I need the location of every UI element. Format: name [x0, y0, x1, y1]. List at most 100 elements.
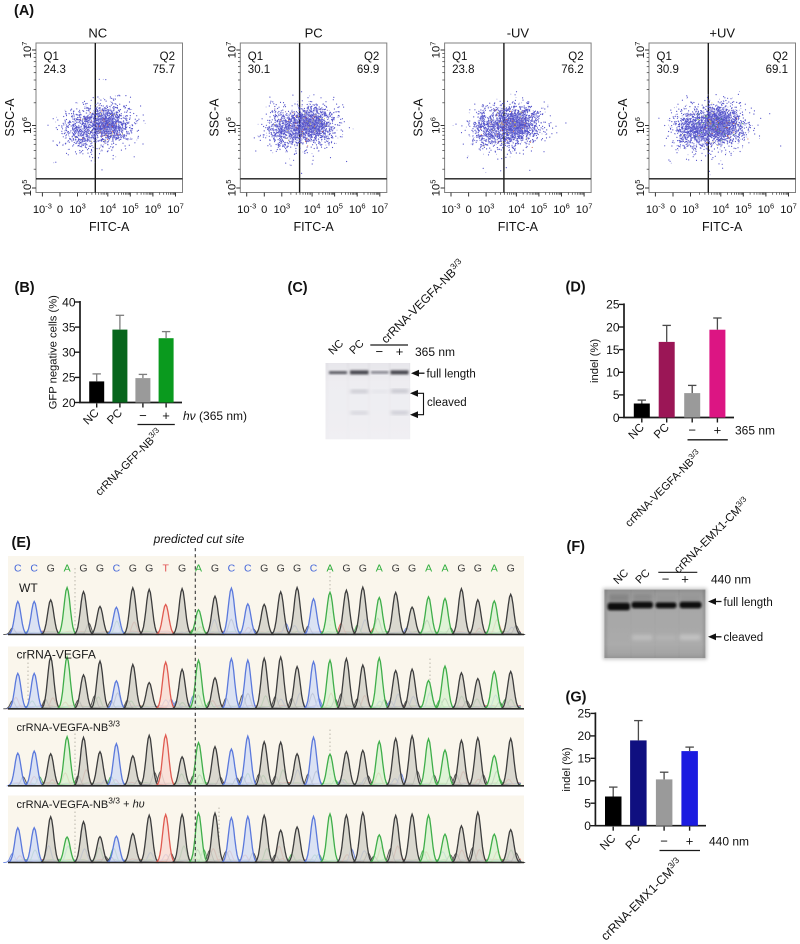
svg-text:G: G	[79, 563, 87, 575]
svg-text:A: A	[441, 563, 448, 575]
svg-text:crRNA-VEGFA-NB3/3: crRNA-VEGFA-NB3/3	[622, 447, 704, 529]
svg-text:107: 107	[780, 202, 797, 216]
svg-text:0: 0	[57, 204, 63, 216]
svg-text:G: G	[260, 563, 268, 575]
svg-text:107: 107	[167, 202, 184, 216]
svg-text:G: G	[293, 563, 301, 575]
svg-text:+: +	[681, 572, 689, 587]
svg-text:indel (%): indel (%)	[589, 339, 601, 383]
svg-text:Q2: Q2	[773, 51, 788, 63]
svg-text:35: 35	[62, 320, 76, 334]
svg-text:106: 106	[145, 202, 162, 216]
svg-text:10-3: 10-3	[33, 202, 52, 216]
svg-text:C: C	[113, 563, 121, 575]
svg-text:105: 105	[224, 180, 238, 197]
svg-text:0: 0	[465, 204, 471, 216]
svg-text:cleaved: cleaved	[427, 397, 467, 409]
svg-text:+: +	[686, 834, 694, 849]
svg-text:105: 105	[326, 202, 343, 216]
svg-text:G: G	[96, 563, 104, 575]
svg-text:0: 0	[670, 204, 676, 216]
svg-text:FITC-A: FITC-A	[293, 220, 334, 234]
svg-text:15: 15	[578, 752, 592, 766]
svg-text:predicted cut site: predicted cut site	[153, 532, 245, 546]
svg-text:G: G	[211, 563, 219, 575]
svg-text:crRNA-VEGFA-NB3/3: crRNA-VEGFA-NB3/3	[17, 719, 121, 735]
svg-text:−: −	[660, 834, 668, 849]
svg-text:G: G	[277, 563, 285, 575]
svg-text:G: G	[507, 563, 515, 575]
svg-text:G: G	[457, 563, 465, 575]
svg-text:103: 103	[273, 202, 290, 216]
svg-text:C: C	[14, 563, 22, 575]
svg-text:10: 10	[578, 774, 592, 788]
svg-text:+: +	[162, 408, 170, 423]
svg-text:107: 107	[20, 42, 34, 59]
svg-text:C: C	[244, 563, 252, 575]
svg-text:+: +	[714, 423, 722, 438]
svg-text:0: 0	[261, 204, 267, 216]
svg-text:30: 30	[62, 346, 76, 360]
svg-text:10-3: 10-3	[646, 202, 665, 216]
svg-text:-UV: -UV	[507, 26, 530, 41]
svg-text:indel (%): indel (%)	[561, 747, 573, 791]
svg-text:G: G	[392, 563, 400, 575]
svg-text:Q1: Q1	[657, 51, 672, 63]
svg-text:25: 25	[62, 371, 76, 385]
svg-text:10: 10	[606, 366, 620, 380]
svg-text:NC: NC	[326, 338, 346, 358]
svg-text:crRNA-EMX1-CM3/3: crRNA-EMX1-CM3/3	[671, 494, 753, 576]
svg-text:0: 0	[584, 819, 591, 833]
svg-text:Q1: Q1	[44, 51, 59, 63]
svg-text:A: A	[491, 563, 498, 575]
svg-text:NC: NC	[88, 26, 107, 41]
svg-text:crRNA-EMX1-CM3/3: crRNA-EMX1-CM3/3	[597, 855, 685, 943]
svg-text:30.1: 30.1	[248, 64, 270, 76]
svg-text:G: G	[359, 563, 367, 575]
svg-text:A: A	[195, 563, 202, 575]
svg-text:104: 104	[712, 202, 729, 216]
svg-text:20: 20	[606, 320, 620, 334]
svg-text:106: 106	[758, 202, 775, 216]
svg-text:G: G	[342, 563, 350, 575]
svg-text:C: C	[310, 563, 318, 575]
svg-text:105: 105	[735, 202, 752, 216]
svg-text:T: T	[162, 563, 169, 575]
svg-text:(E): (E)	[12, 535, 32, 551]
svg-text:G: G	[47, 563, 55, 575]
svg-text:103: 103	[69, 202, 86, 216]
svg-text:FITC-A: FITC-A	[89, 220, 130, 234]
svg-text:(F): (F)	[567, 539, 586, 555]
svg-text:25: 25	[606, 298, 620, 312]
svg-text:107: 107	[371, 202, 388, 216]
svg-text:5: 5	[613, 388, 620, 402]
svg-text:PC: PC	[652, 422, 672, 442]
svg-text:106: 106	[553, 202, 570, 216]
svg-text:−: −	[139, 408, 147, 423]
svg-text:crRNA-VEGFA: crRNA-VEGFA	[17, 648, 96, 662]
svg-text:(C): (C)	[288, 280, 308, 296]
svg-text:107: 107	[576, 202, 593, 216]
svg-text:C: C	[30, 563, 38, 575]
svg-text:G: G	[474, 563, 482, 575]
svg-text:440 nm: 440 nm	[709, 835, 749, 849]
svg-text:10-3: 10-3	[441, 202, 460, 216]
svg-text:A: A	[326, 563, 333, 575]
svg-text:25: 25	[578, 707, 592, 721]
svg-text:A: A	[376, 563, 383, 575]
svg-text:PC: PC	[105, 407, 125, 427]
svg-text:104: 104	[508, 202, 525, 216]
svg-text:C: C	[228, 563, 236, 575]
svg-text:SSC-A: SSC-A	[3, 98, 17, 137]
svg-text:A: A	[64, 563, 71, 575]
svg-text:NC: NC	[598, 833, 618, 853]
svg-text:106: 106	[428, 117, 442, 134]
svg-text:+: +	[396, 344, 404, 359]
svg-text:106: 106	[20, 117, 34, 134]
svg-text:(B): (B)	[15, 280, 35, 296]
svg-text:69.9: 69.9	[357, 64, 379, 76]
svg-text:NC: NC	[81, 407, 101, 427]
svg-text:105: 105	[531, 202, 548, 216]
svg-text:104: 104	[99, 202, 116, 216]
svg-text:107: 107	[428, 42, 442, 59]
